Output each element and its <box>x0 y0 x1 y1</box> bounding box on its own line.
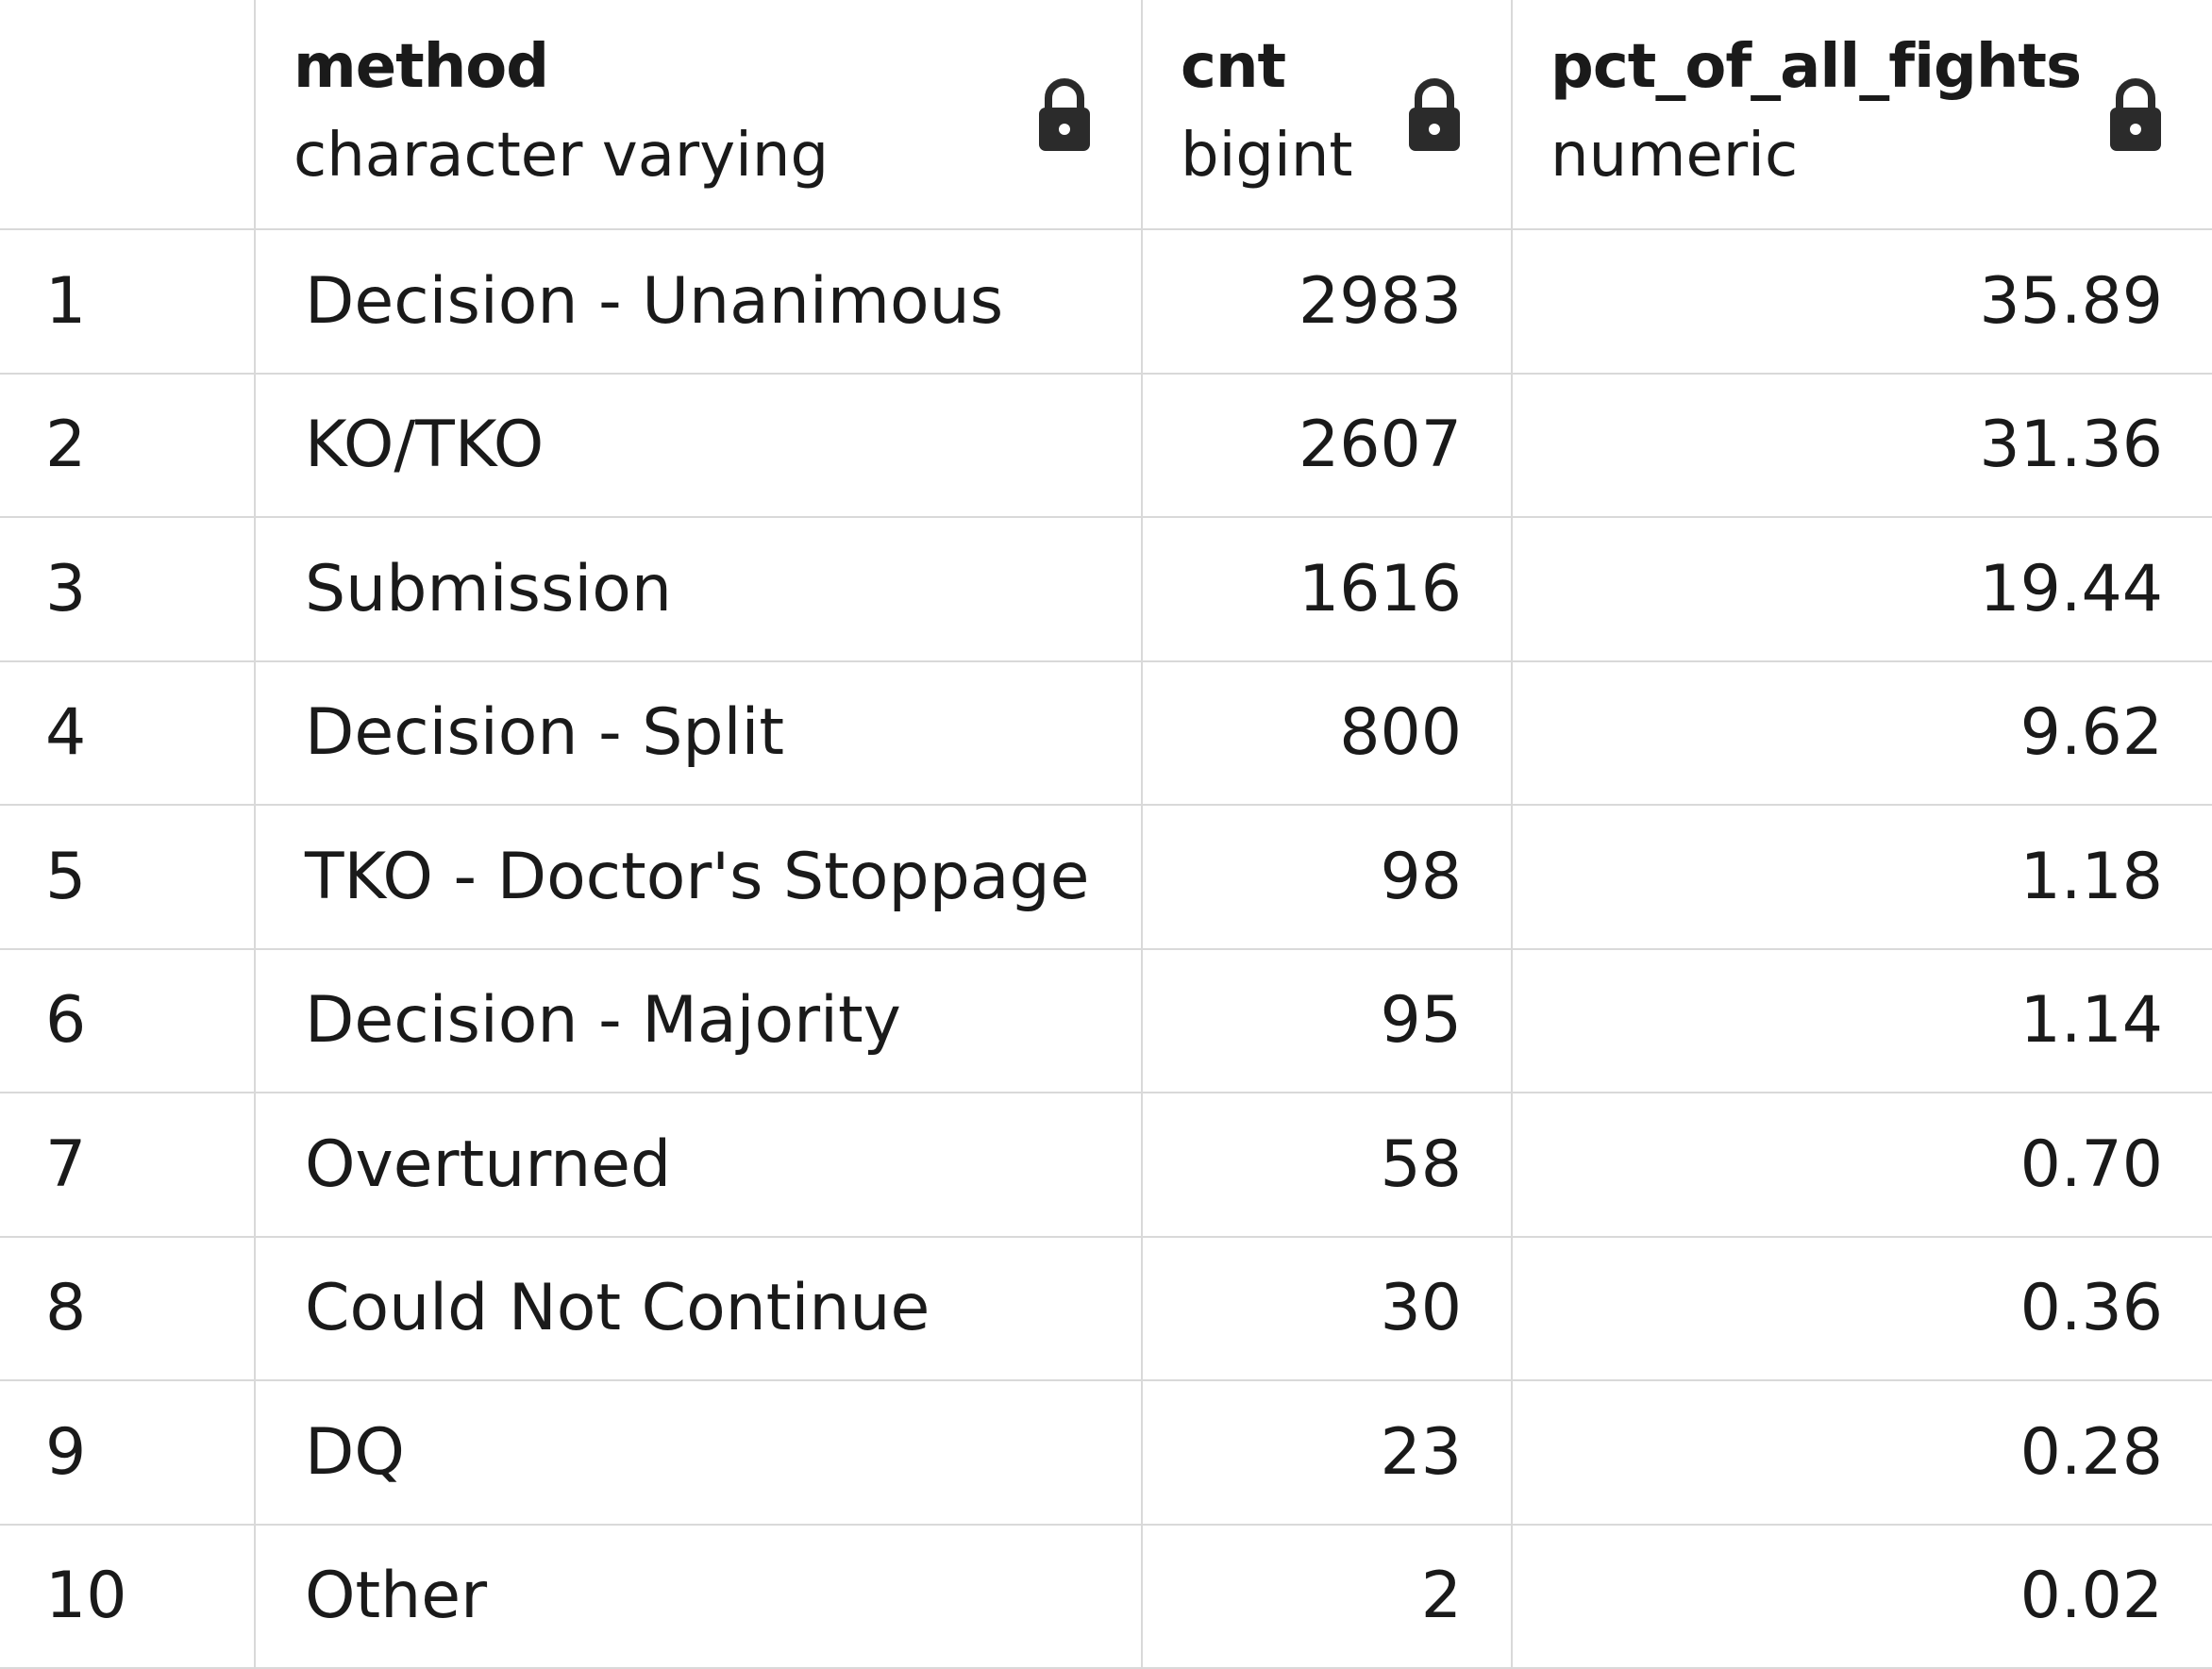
cell-method[interactable]: Submission <box>254 516 1143 662</box>
cell-cnt[interactable]: 1616 <box>1141 516 1513 662</box>
lock-icon <box>2110 78 2161 151</box>
row-number[interactable]: 10 <box>0 1523 256 1669</box>
cell-pct[interactable]: 9.62 <box>1511 659 2212 806</box>
table-row[interactable]: 6 Decision - Majority 95 1.14 <box>0 947 2212 1093</box>
cell-cnt[interactable]: 2607 <box>1141 372 1513 518</box>
cell-pct[interactable]: 19.44 <box>1511 516 2212 662</box>
table-row[interactable]: 7 Overturned 58 0.70 <box>0 1092 2212 1238</box>
cell-cnt[interactable]: 30 <box>1141 1235 1513 1381</box>
cell-cnt[interactable]: 58 <box>1141 1092 1513 1238</box>
row-number[interactable]: 3 <box>0 516 256 662</box>
cell-cnt[interactable]: 2 <box>1141 1523 1513 1669</box>
cell-method[interactable]: DQ <box>254 1379 1143 1526</box>
row-number[interactable]: 7 <box>0 1092 256 1238</box>
cell-pct[interactable]: 31.36 <box>1511 372 2212 518</box>
cell-method[interactable]: Other <box>254 1523 1143 1669</box>
row-number[interactable]: 6 <box>0 947 256 1093</box>
cell-pct[interactable]: 0.02 <box>1511 1523 2212 1669</box>
row-number[interactable]: 5 <box>0 804 256 950</box>
cell-method[interactable]: KO/TKO <box>254 372 1143 518</box>
row-number-header <box>0 0 256 230</box>
cell-pct[interactable]: 0.36 <box>1511 1235 2212 1381</box>
column-header-cnt[interactable]: cnt bigint <box>1141 0 1513 230</box>
lock-icon <box>1409 78 1460 151</box>
cell-pct[interactable]: 35.89 <box>1511 228 2212 375</box>
header-row: method character varying cnt bigint <box>0 0 2212 230</box>
column-type: bigint <box>1181 121 1353 191</box>
row-number[interactable]: 4 <box>0 659 256 806</box>
row-number[interactable]: 1 <box>0 228 256 375</box>
cell-method[interactable]: Could Not Continue <box>254 1235 1143 1381</box>
cell-cnt[interactable]: 800 <box>1141 659 1513 806</box>
table-row[interactable]: 9 DQ 23 0.28 <box>0 1379 2212 1526</box>
cell-pct[interactable]: 0.70 <box>1511 1092 2212 1238</box>
cell-pct[interactable]: 1.14 <box>1511 947 2212 1093</box>
cell-pct[interactable]: 1.18 <box>1511 804 2212 950</box>
lock-icon <box>1039 78 1090 151</box>
cell-cnt[interactable]: 2983 <box>1141 228 1513 375</box>
column-type: numeric <box>1550 121 1799 191</box>
row-number[interactable]: 9 <box>0 1379 256 1526</box>
cell-method[interactable]: Decision - Majority <box>254 947 1143 1093</box>
cell-method[interactable]: Overturned <box>254 1092 1143 1238</box>
cell-cnt[interactable]: 23 <box>1141 1379 1513 1526</box>
column-name: cnt <box>1181 32 1286 102</box>
column-type: character varying <box>293 121 830 191</box>
column-header-pct-of-all-fights[interactable]: pct_of_all_fights numeric <box>1511 0 2212 230</box>
table-row[interactable]: 4 Decision - Split 800 9.62 <box>0 659 2212 806</box>
cell-method[interactable]: TKO - Doctor's Stoppage <box>254 804 1143 950</box>
table-row[interactable]: 2 KO/TKO 2607 31.36 <box>0 372 2212 518</box>
table-row[interactable]: 5 TKO - Doctor's Stoppage 98 1.18 <box>0 804 2212 950</box>
cell-method[interactable]: Decision - Unanimous <box>254 228 1143 375</box>
cell-pct[interactable]: 0.28 <box>1511 1379 2212 1526</box>
column-name: method <box>293 32 549 102</box>
cell-cnt[interactable]: 98 <box>1141 804 1513 950</box>
table-row[interactable]: 1 Decision - Unanimous 2983 35.89 <box>0 228 2212 375</box>
table-row[interactable]: 8 Could Not Continue 30 0.36 <box>0 1235 2212 1381</box>
table-row[interactable]: 10 Other 2 0.02 <box>0 1523 2212 1669</box>
row-number[interactable]: 2 <box>0 372 256 518</box>
row-number[interactable]: 8 <box>0 1235 256 1381</box>
column-header-method[interactable]: method character varying <box>254 0 1143 230</box>
cell-method[interactable]: Decision - Split <box>254 659 1143 806</box>
column-name: pct_of_all_fights <box>1550 32 2082 102</box>
cell-cnt[interactable]: 95 <box>1141 947 1513 1093</box>
table-row[interactable]: 3 Submission 1616 19.44 <box>0 516 2212 662</box>
